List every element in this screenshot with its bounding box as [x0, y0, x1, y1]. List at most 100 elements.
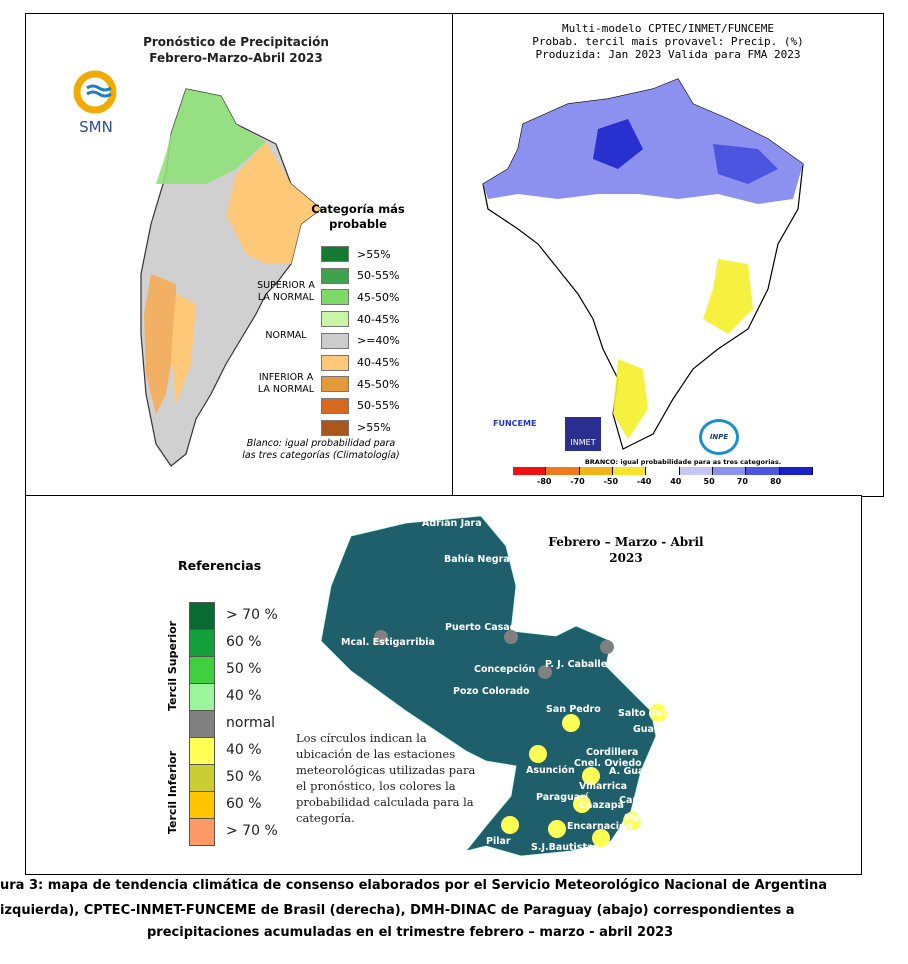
legend-label: 45-50% — [357, 377, 400, 391]
legend-swatch — [321, 397, 349, 414]
note-line: las tres categorías (Climatología) — [242, 450, 400, 461]
title-line: Multi-modelo CPTEC/INMET/FUNCEME — [562, 22, 774, 35]
group-label: LA NORMAL — [257, 384, 315, 395]
argentina-map — [140, 88, 322, 467]
group-label: INFERIOR A — [258, 372, 314, 383]
legend-label: 40-45% — [357, 312, 400, 326]
legend-swatch — [189, 791, 215, 819]
tercil-inferior-label: Tercil Inferior — [166, 750, 179, 834]
legend-swatch — [321, 289, 349, 306]
city-label: Asunción — [526, 765, 575, 776]
legend-label: 40 % — [226, 688, 262, 704]
legend-label: 60 % — [226, 796, 262, 812]
city-label: Bahía Negra — [444, 554, 510, 565]
legend-swatch — [321, 311, 349, 328]
colorbar-segment — [779, 467, 813, 475]
legend-swatch — [189, 683, 215, 711]
colorbar-tick: 80 — [770, 477, 782, 486]
argentina-forecast-panel: Pronóstico de Precipitación Febrero-Marz… — [25, 13, 454, 497]
city-label: Caazapá — [579, 800, 624, 811]
legend-swatch — [321, 267, 349, 284]
colorbar-segment — [546, 467, 580, 475]
colorbar-segment — [646, 467, 680, 475]
city-label: Pilar — [486, 836, 511, 847]
title-line: Febrero – Marzo - Abril — [548, 535, 704, 549]
paraguay-forecast-panel: Referencias Tercil Superior Tercil Infer… — [25, 495, 862, 875]
legend-item: >55% — [321, 246, 391, 262]
brasil-note: BRANCO: igual probabilidade para as tres… — [584, 458, 782, 466]
legend-label: 50-55% — [357, 399, 400, 413]
city-label: Salto del — [618, 708, 666, 719]
legend-item: 40-45% — [321, 354, 400, 371]
colorbar-segment — [612, 467, 647, 475]
city-label: San Pedro — [546, 704, 601, 715]
caption-line-1: ura 3: mapa de tendencia climática de co… — [0, 878, 827, 893]
colorbar-segment — [579, 467, 613, 475]
group-label: SUPERIOR A — [257, 280, 315, 291]
legend-swatch — [321, 419, 349, 436]
colorbar-segment — [712, 467, 747, 475]
title-line: Febrero-Marzo-Abril 2023 — [149, 51, 323, 65]
legend-swatch — [321, 354, 349, 371]
colorbar-tick: -70 — [570, 477, 585, 486]
legend-label: 60 % — [226, 634, 262, 650]
city-label: Guairá — [633, 724, 669, 735]
legend-title-line: probable — [329, 217, 387, 231]
legend-swatch — [189, 710, 215, 738]
colorbar-tick: 70 — [736, 477, 748, 486]
city-label: Cnel. Oviedo — [574, 758, 642, 769]
legend-item: >55% — [321, 419, 391, 436]
inmet-logo: INMET — [565, 417, 601, 451]
paraguay-map — [320, 515, 667, 857]
tercil-superior-label: Tercil Superior — [166, 620, 179, 711]
smn-logo-icon — [73, 70, 117, 114]
group-label: LA NORMAL — [257, 292, 315, 303]
paraguay-map-title: Febrero – Marzo - Abril 2023 — [546, 534, 706, 566]
group-inferior: INFERIOR A LA NORMAL — [251, 372, 321, 396]
legend-swatch — [189, 818, 215, 846]
legend-item: 45-50% — [321, 376, 400, 393]
legend-swatch — [321, 246, 349, 262]
group-normal: NORMAL — [265, 330, 307, 341]
city-label: Villarrica — [579, 781, 628, 792]
legend-title: Categoría más probable — [298, 202, 418, 232]
brasil-map — [482, 78, 804, 450]
brasil-map-title: Multi-modelo CPTEC/INMET/FUNCEME Probab.… — [503, 22, 833, 61]
smn-logo: SMN — [66, 70, 126, 136]
legend-label: 50 % — [226, 769, 262, 785]
colorbar-tick: 40 — [670, 477, 682, 486]
colorbar-tick: 50 — [703, 477, 715, 486]
legend-swatch — [321, 332, 349, 349]
argentina-map-title: Pronóstico de Precipitación Febrero-Marz… — [116, 34, 356, 66]
legend-swatch — [321, 376, 349, 393]
title-line: Produzida: Jan 2023 Valida para FMA 2023 — [535, 48, 801, 61]
legend-label: 45-50% — [357, 290, 400, 304]
stations-description: Los círculos indican la ubicación de las… — [296, 731, 476, 825]
city-label: A. Guaraní — [609, 766, 666, 777]
legend-swatch — [189, 602, 215, 630]
legend-item: 40-45% — [321, 311, 400, 328]
city-label: S.J.Bautista — [531, 842, 594, 853]
smn-logo-text: SMN — [79, 118, 113, 136]
legend-label: 40-45% — [357, 356, 400, 369]
legend-item: >=40% — [321, 332, 400, 349]
city-label: Adrián Jara — [422, 518, 482, 529]
references-title: Referencias — [178, 558, 262, 573]
legend-label: 40 % — [226, 742, 262, 758]
legend-item: 50-55% — [321, 267, 400, 284]
funceme-logo: FUNCEME — [493, 419, 537, 428]
legend-label: 50 % — [226, 661, 262, 677]
colorbar-segment — [679, 467, 713, 475]
note-line: Blanco: igual probabilidad para — [246, 438, 396, 449]
legend-item: 45-50% — [321, 289, 400, 306]
legend-label: 50-55% — [357, 269, 400, 283]
city-label: Encarnación — [567, 821, 633, 832]
group-superior: SUPERIOR A LA NORMAL — [251, 280, 321, 304]
city-label: Cordillera — [586, 747, 639, 758]
legend-label: > 70 % — [226, 823, 278, 839]
legend-swatch — [189, 737, 215, 765]
title-line: 2023 — [609, 551, 643, 565]
caption-line-3: precipitaciones acumuladas en el trimest… — [147, 925, 674, 940]
colorbar-tick: -80 — [537, 477, 552, 486]
brasil-forecast-panel: Multi-modelo CPTEC/INMET/FUNCEME Probab.… — [452, 13, 884, 497]
